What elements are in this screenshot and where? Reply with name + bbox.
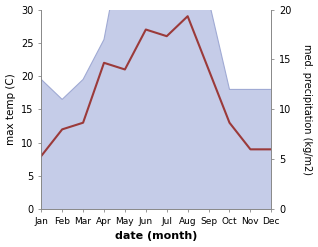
Y-axis label: med. precipitation (kg/m2): med. precipitation (kg/m2) <box>302 44 313 175</box>
Y-axis label: max temp (C): max temp (C) <box>5 74 16 145</box>
X-axis label: date (month): date (month) <box>115 231 197 242</box>
